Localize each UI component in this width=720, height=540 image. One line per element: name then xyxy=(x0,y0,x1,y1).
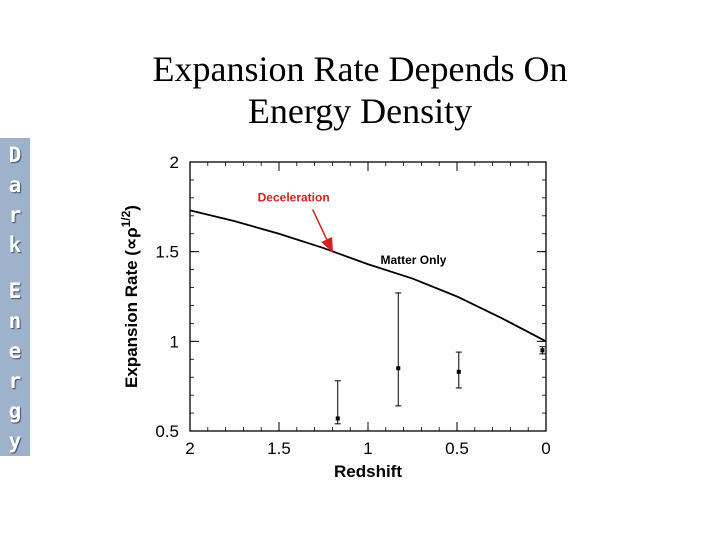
y-tick-label: 1 xyxy=(170,332,179,351)
sidebar-letter: E xyxy=(8,279,22,303)
annotation-label: Matter Only xyxy=(380,253,446,267)
x-tick-label: 1.5 xyxy=(267,439,291,458)
sidebar-letter: k xyxy=(8,233,22,257)
annotation-label: Deceleration xyxy=(258,190,330,204)
y-tick-label: 0.5 xyxy=(155,422,179,441)
data-point xyxy=(456,369,461,374)
x-tick-label: 2 xyxy=(185,439,194,458)
data-point xyxy=(540,348,545,353)
slide-title-line-2: Energy Density xyxy=(247,91,473,131)
sidebar-letter: y xyxy=(8,429,22,453)
data-point xyxy=(396,366,401,371)
data-point xyxy=(335,416,340,421)
sidebar-letter: D xyxy=(8,143,22,167)
x-tick-label: 0 xyxy=(541,439,550,458)
sidebar-letter: e xyxy=(8,339,22,363)
plot-frame xyxy=(189,161,547,432)
slide-title-line-1: Expansion Rate Depends On xyxy=(152,49,568,89)
x-axis-label: Redshift xyxy=(334,462,402,481)
sidebar-letter: a xyxy=(8,173,22,197)
sidebar-letter: r xyxy=(8,369,22,393)
y-axis-label: Expansion Rate (∝ρ1/2) xyxy=(119,205,141,388)
series-line-matter-only xyxy=(189,209,547,343)
x-tick-label: 1 xyxy=(363,439,372,458)
slide-title: Expansion Rate Depends On Energy Density xyxy=(90,48,630,132)
sidebar-letter: g xyxy=(8,399,22,423)
sidebar-letter: r xyxy=(8,203,22,227)
x-tick-label: 0.5 xyxy=(445,439,469,458)
sidebar-letter: n xyxy=(8,309,22,333)
annotation-arrow xyxy=(311,209,334,254)
y-tick-label: 2 xyxy=(170,153,179,172)
y-tick-label: 1.5 xyxy=(155,243,179,262)
